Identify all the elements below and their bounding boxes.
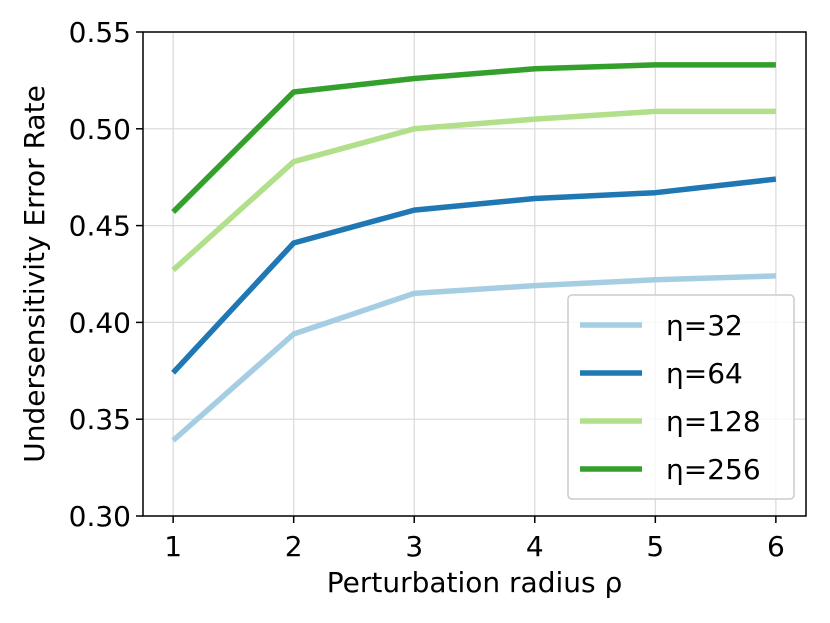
y-tick-label: 0.45 [69, 210, 131, 243]
x-tick-label: 5 [646, 530, 664, 563]
legend: η=32 η=64 η=128 η=256 [567, 294, 795, 500]
x-tick-label: 6 [767, 530, 785, 563]
y-axis-ticks: 0.30 0.35 0.40 0.45 0.50 0.55 [69, 16, 143, 533]
legend-label: η=64 [666, 357, 743, 390]
x-tick-label: 4 [526, 530, 544, 563]
legend-label: η=256 [666, 453, 761, 486]
x-tick-label: 2 [285, 530, 303, 563]
legend-box [567, 294, 795, 500]
series-line [171, 273, 776, 443]
x-tick-label: 3 [405, 530, 423, 563]
legend-label: η=128 [666, 405, 761, 438]
x-axis-label: Perturbation radius ρ [327, 566, 623, 599]
x-tick-label: 1 [164, 530, 182, 563]
plot-frame [142, 31, 807, 517]
legend-label: η=32 [666, 309, 743, 342]
y-tick-label: 0.55 [69, 16, 131, 49]
series-line [171, 62, 776, 214]
series-line [171, 108, 776, 273]
y-axis-label: Undersensitivity Error Rate [18, 85, 51, 463]
y-tick-label: 0.50 [69, 113, 131, 146]
y-tick-label: 0.30 [69, 500, 131, 533]
y-tick-label: 0.35 [69, 403, 131, 436]
y-tick-label: 0.40 [69, 306, 131, 339]
series-lines [171, 62, 777, 443]
x-axis-ticks: 1 2 3 4 5 6 [164, 516, 785, 563]
series-line [171, 176, 777, 375]
